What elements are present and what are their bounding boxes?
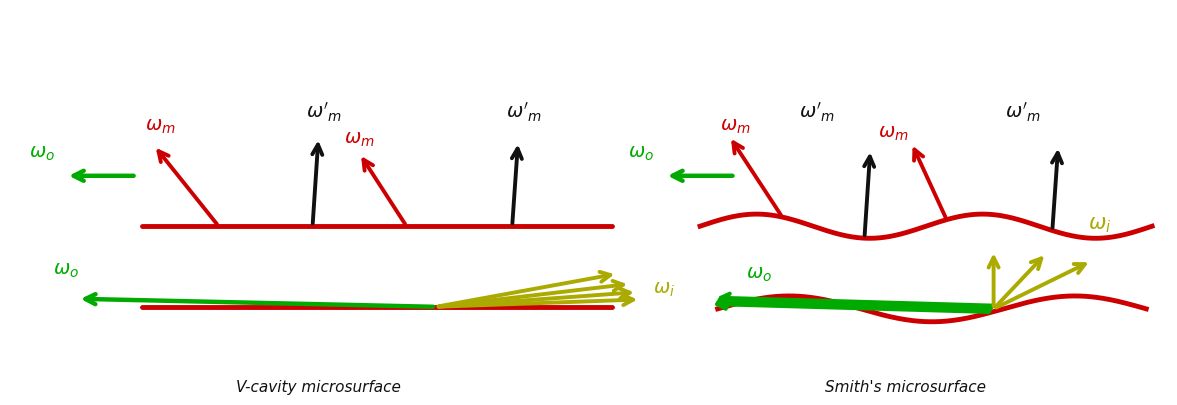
Text: $\omega'_m$: $\omega'_m$ [1005, 101, 1040, 124]
Text: $\omega_o$: $\omega_o$ [746, 264, 772, 283]
Text: $\omega_m$: $\omega_m$ [145, 117, 175, 136]
Text: $\omega_m$: $\omega_m$ [720, 117, 751, 136]
Text: $\omega_o$: $\omega_o$ [29, 143, 55, 162]
Text: V-cavity microsurface: V-cavity microsurface [237, 379, 401, 394]
Text: $\omega_i$: $\omega_i$ [1088, 215, 1111, 234]
Text: $\omega_o$: $\omega_o$ [629, 143, 654, 162]
Text: $\omega'_m$: $\omega'_m$ [799, 101, 836, 124]
Text: $\omega_i$: $\omega_i$ [653, 279, 676, 298]
Text: $\omega'_m$: $\omega'_m$ [306, 101, 343, 124]
Text: $\omega_o$: $\omega_o$ [53, 260, 79, 279]
Text: Smith's microsurface: Smith's microsurface [825, 379, 986, 394]
Text: $\omega_m$: $\omega_m$ [878, 123, 909, 142]
Text: $\omega_m$: $\omega_m$ [344, 129, 374, 148]
Text: $\omega'_m$: $\omega'_m$ [506, 101, 541, 124]
